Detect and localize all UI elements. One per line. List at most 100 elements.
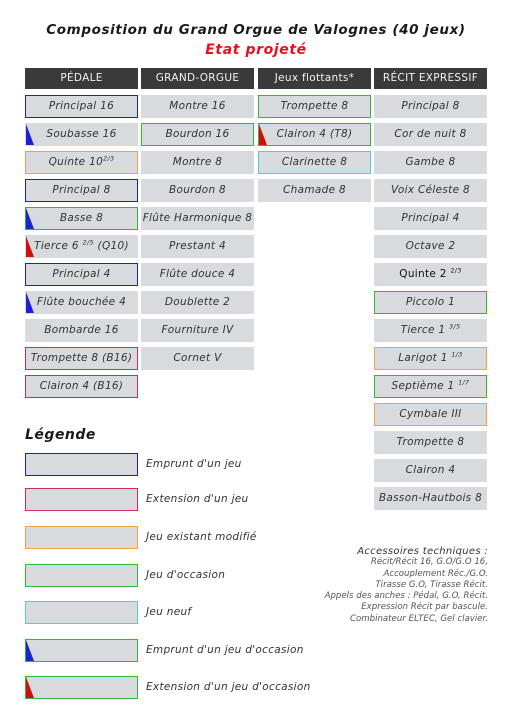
stop-cell: Doublette 2 — [141, 291, 254, 314]
stop-fraction: 2/3 — [450, 266, 462, 275]
stop-name: Clairon 4 (T8) — [276, 128, 353, 140]
stop-cell: Septième 1 1/7 — [374, 375, 487, 398]
stop-name: Bourdon 8 — [168, 184, 227, 196]
legend-label: Emprunt d'un jeu — [146, 458, 242, 470]
stop-name: Tierce 6 — [34, 240, 83, 252]
corner-marker — [26, 124, 34, 145]
stop-cell: Principal 4 — [25, 263, 138, 286]
stop-name: Trompette 8 — [280, 100, 349, 112]
accessories-line: Appels des anches : Pédal, G.O, Récit. — [324, 591, 488, 602]
column-header: PÉDALE — [25, 68, 138, 89]
column-grand-orgue: GRAND-ORGUE Montre 16 Bourdon 16 Montre 8 B… — [141, 68, 254, 375]
stop-cell: Clairon 4 — [374, 459, 487, 482]
stop-cell: Chamade 8 — [258, 179, 371, 202]
page-title: Composition du Grand Orgue de Valognes (… — [46, 22, 466, 38]
legend-title: Légende — [25, 427, 96, 443]
legend-swatch — [25, 453, 138, 476]
stop-name: Chamade 8 — [283, 184, 346, 196]
stop-cell: Cornet V — [141, 347, 254, 370]
stop-cell: Trompette 8 — [374, 431, 487, 454]
stop-name: Bombarde 16 — [44, 324, 119, 336]
stop-cell: Montre 16 — [141, 95, 254, 118]
stop-fraction: 2/5 — [82, 238, 94, 247]
page-subtitle: Etat projeté — [205, 42, 307, 58]
stop-name: Cymbale III — [399, 408, 462, 420]
stop-name: Clairon 4 (B16) — [39, 380, 124, 392]
legend-label: Jeu d'occasion — [146, 569, 226, 581]
corner-marker — [26, 208, 34, 229]
stop-cell: Montre 8 — [141, 151, 254, 174]
stop-name: Principal 16 — [48, 100, 115, 112]
stop-cell: Prestant 4 — [141, 235, 254, 258]
stop-cell: Flûte Harmonique 8 — [141, 207, 254, 230]
stop-cell: Principal 16 — [25, 95, 138, 118]
stop-cell: Tierce 6 2/5 (Q10) — [25, 235, 138, 258]
legend-swatch — [25, 676, 138, 699]
stop-name: Prestant 4 — [169, 240, 226, 252]
stop-name: Clairon 4 — [405, 464, 456, 476]
legend-label: Extension d'un jeu d'occasion — [146, 681, 311, 693]
legend-label: Extension d'un jeu — [146, 493, 249, 505]
legend-swatch — [25, 488, 138, 511]
stop-cell: Gambe 8 — [374, 151, 487, 174]
stop-cell: Principal 8 — [374, 95, 487, 118]
legend-label: Emprunt d'un jeu d'occasion — [146, 644, 304, 656]
column-header: GRAND-ORGUE — [141, 68, 254, 89]
corner-marker — [26, 677, 34, 698]
stop-name: Octave 2 — [405, 240, 456, 252]
stop-cell: Trompette 8 (B16) — [25, 347, 138, 370]
stop-name: Montre 16 — [169, 100, 226, 112]
stop-name: Quinte 2 — [399, 268, 451, 280]
stop-cell: Voix Céleste 8 — [374, 179, 487, 202]
stop-name: Clarinette 8 — [281, 156, 348, 168]
accessories-title: Accessoires techniques : — [357, 546, 488, 557]
accessories-line: Accouplement Réc./G.O. — [383, 568, 488, 579]
stop-name: Trompette 8 — [396, 436, 465, 448]
stop-cell: Quinte 102/3 — [25, 151, 138, 174]
stop-name: Larigot 1 — [398, 352, 452, 364]
stop-name: Basson-Hautbois 8 — [378, 492, 483, 504]
stop-cell: Clairon 4 (B16) — [25, 375, 138, 398]
accessories-line: Tirasse G.O, Tirasse Récit. — [375, 579, 488, 590]
column-pedale: PÉDALE Principal 16 Soubasse 16 Quinte 102… — [25, 68, 138, 403]
accessories-line: Expression Récit par bascule. — [361, 602, 488, 613]
legend-label: Jeu existant modifié — [146, 531, 257, 543]
legend-swatch — [25, 601, 138, 624]
stop-cell: Bourdon 8 — [141, 179, 254, 202]
stop-cell: Clarinette 8 — [258, 151, 371, 174]
stop-name: Basse 8 — [59, 212, 104, 224]
stop-name: Voix Céleste 8 — [391, 184, 470, 196]
stop-cell: Larigot 1 1/3 — [374, 347, 487, 370]
legend-swatch — [25, 639, 138, 662]
stop-cell: Basse 8 — [25, 207, 138, 230]
stop-cell: Flûte bouchée 4 — [25, 291, 138, 314]
stop-name: Quinte 10 — [48, 156, 104, 168]
stop-name: Doublette 2 — [164, 296, 231, 308]
legend-label: Jeu neuf — [146, 606, 192, 618]
stop-name: Cor de nuit 8 — [394, 128, 467, 140]
legend-swatch — [25, 526, 138, 549]
stop-fraction: 3/5 — [449, 322, 461, 331]
stop-name: Soubasse 16 — [46, 128, 117, 140]
stop-cell: Tierce 1 3/5 — [374, 319, 487, 342]
stop-name: Flûte Harmonique 8 — [142, 212, 253, 224]
corner-marker — [26, 236, 34, 257]
stop-name: Septième 1 — [391, 380, 459, 392]
stop-cell: Soubasse 16 — [25, 123, 138, 146]
stop-name: Principal 8 — [52, 184, 111, 196]
column-jeux-flottants: Jeux flottants* Trompette 8 Clairon 4 (T8… — [258, 68, 371, 207]
corner-marker — [26, 292, 34, 313]
stop-cell: Octave 2 — [374, 235, 487, 258]
stop-name: Principal 4 — [401, 212, 460, 224]
stop-cell: Fourniture IV — [141, 319, 254, 342]
stop-cell: Trompette 8 — [258, 95, 371, 118]
stop-fraction: 1/7 — [458, 378, 470, 387]
stop-name: Flûte douce 4 — [159, 268, 236, 280]
stop-name: Montre 8 — [172, 156, 223, 168]
corner-marker — [259, 124, 267, 145]
stop-cell: Basson-Hautbois 8 — [374, 487, 487, 510]
corner-marker — [26, 640, 34, 661]
accessories-line: Récit/Récit 16, G.O/G.O 16, — [370, 557, 488, 568]
stop-cell: Bourdon 16 — [141, 123, 254, 146]
stop-fraction: 1/3 — [451, 350, 463, 359]
